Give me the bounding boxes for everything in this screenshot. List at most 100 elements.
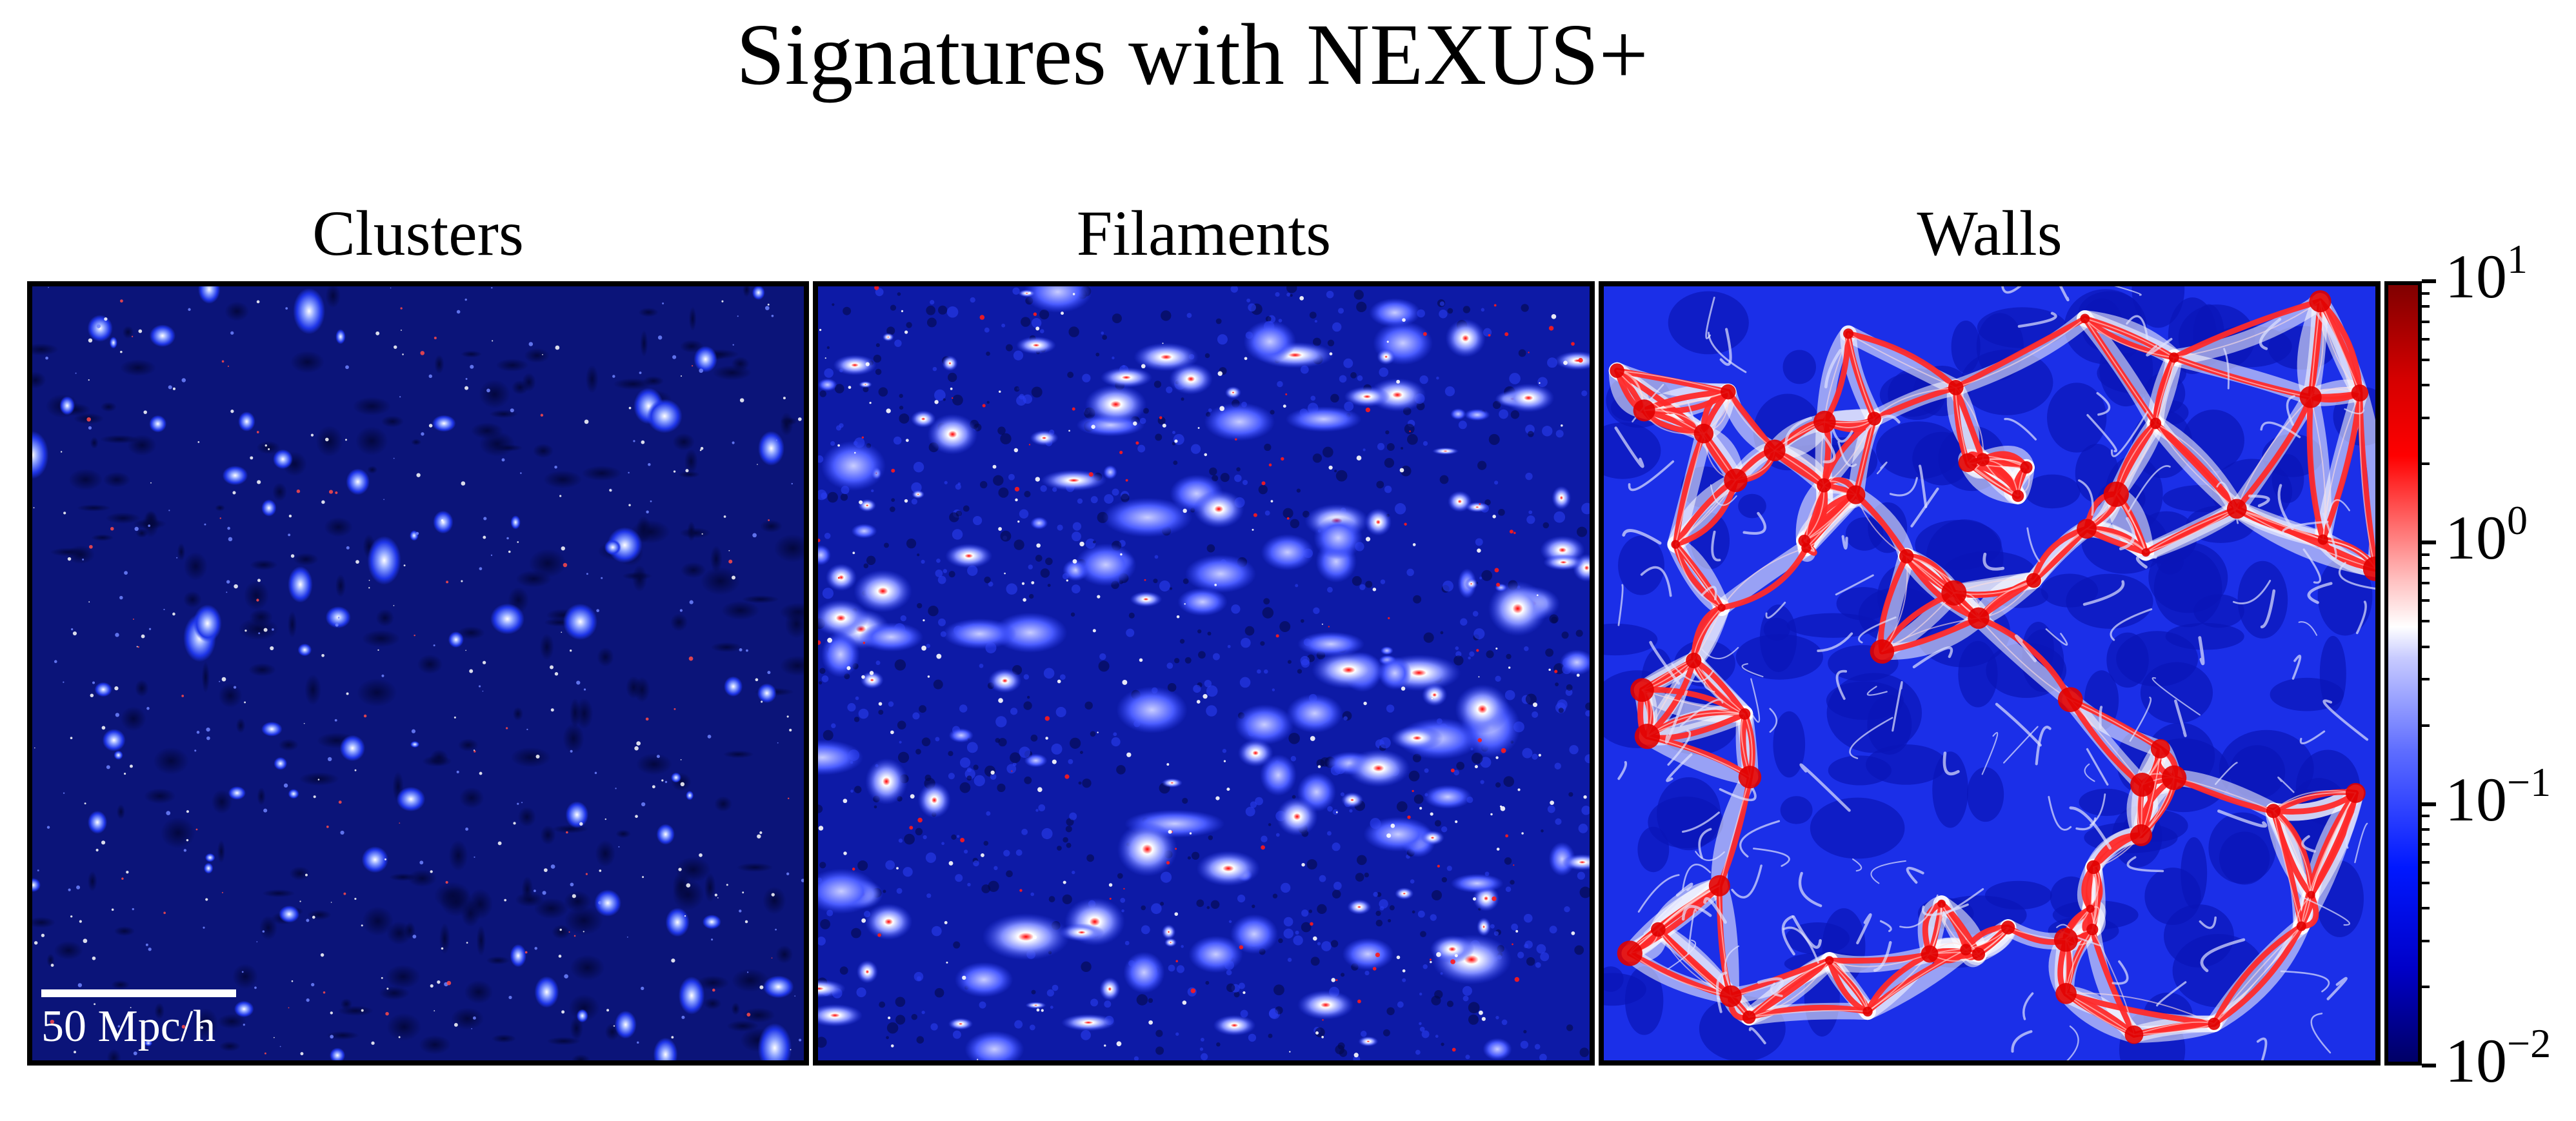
filament-noise	[1423, 441, 1428, 446]
scale-bar	[41, 989, 236, 997]
filament-noise	[1498, 508, 1505, 516]
colorbar-minor-tick	[2422, 678, 2430, 681]
filament-blob	[1450, 408, 1466, 420]
cluster-blob	[396, 786, 426, 812]
void-patch	[305, 674, 321, 706]
filament-noise	[1086, 854, 1094, 862]
filament-noise	[921, 1010, 925, 1015]
cluster-dot	[508, 550, 511, 553]
cluster-dot	[41, 933, 45, 937]
void-patch	[464, 980, 494, 1004]
filament-noise	[1264, 510, 1270, 516]
filament-noise	[1293, 935, 1303, 946]
cluster-dot	[646, 510, 649, 513]
wall-vein	[2322, 512, 2337, 560]
wall-vein	[1750, 678, 1761, 723]
filament-dot	[1162, 423, 1166, 428]
colorbar-minor-tick	[2422, 566, 2430, 570]
void-patch	[193, 1008, 219, 1040]
cluster-dot	[612, 375, 615, 378]
cluster-dot	[628, 504, 631, 506]
cluster-dot	[517, 541, 519, 543]
wall-filament	[1728, 957, 1833, 999]
filament-dot	[1286, 517, 1290, 520]
void-patch	[564, 890, 592, 913]
cluster-dot	[746, 1013, 751, 1017]
colorbar-minor-tick	[2422, 320, 2430, 323]
cluster-dot	[486, 388, 490, 393]
filament-dot	[1328, 465, 1333, 470]
cluster-dot	[163, 608, 165, 611]
filament-noise	[1542, 426, 1553, 437]
filament-dot	[1174, 439, 1178, 443]
filament-noise	[998, 487, 1009, 498]
filament-noise	[1263, 598, 1270, 605]
filament-dot	[948, 860, 954, 866]
filament-dot	[1365, 407, 1371, 413]
wall-vein	[2003, 726, 2039, 764]
filament-noise	[1332, 322, 1342, 332]
filament-dot	[977, 1058, 979, 1060]
wall-vein	[1617, 584, 1624, 626]
wall-vein	[2260, 421, 2301, 439]
void-patch	[177, 542, 186, 561]
cluster-dot	[482, 690, 484, 692]
wall-core	[2145, 508, 2238, 553]
wall-vein	[2099, 706, 2103, 729]
filament-dot	[1477, 738, 1483, 742]
wall-void	[1826, 673, 1922, 753]
filament-noise	[935, 737, 940, 742]
void-patch	[419, 1035, 451, 1055]
filament-blob	[851, 524, 877, 539]
filament-noise	[1006, 764, 1017, 774]
void-patch	[68, 468, 103, 491]
wall-vein	[2199, 916, 2217, 929]
wall-void	[1932, 751, 1968, 828]
filament-dot	[1409, 430, 1411, 432]
filament-dot	[1061, 312, 1064, 315]
cluster-dot	[657, 335, 663, 340]
filament-dot	[1021, 582, 1025, 585]
filament-dot	[1404, 522, 1407, 526]
wall-node	[1958, 453, 1977, 472]
filament-dot	[1365, 537, 1371, 542]
cluster-dot	[88, 379, 90, 381]
filament-noise	[1446, 1000, 1454, 1007]
filament-noise	[818, 681, 823, 685]
filament-noise	[893, 436, 902, 445]
cluster-blob	[297, 643, 312, 657]
wall-vein	[1719, 786, 1757, 802]
wall-filament	[2171, 775, 2277, 814]
wall-vein	[1981, 731, 1999, 775]
filament-noise	[1441, 1042, 1444, 1046]
wall-void	[2193, 594, 2244, 628]
wall-vein	[1852, 858, 1862, 872]
filament-dot	[1402, 318, 1406, 322]
cluster-dot	[256, 599, 259, 602]
cluster-dot	[326, 825, 329, 828]
cluster-dot	[323, 991, 326, 994]
cluster-dot	[701, 533, 703, 535]
filament-noise	[1199, 1047, 1204, 1051]
filament-noise	[1332, 842, 1341, 851]
cluster-dot	[786, 872, 790, 875]
wall-vein	[1921, 903, 1969, 917]
filament-noise	[1545, 648, 1554, 657]
filament-noise	[1283, 928, 1293, 939]
filament-dot	[1321, 623, 1323, 625]
cluster-dot	[124, 773, 126, 775]
filament-noise	[1564, 906, 1570, 913]
filament-noise	[1574, 945, 1584, 955]
cluster-dot	[263, 808, 268, 813]
wall-node	[1948, 380, 1964, 395]
wall-filament	[1746, 957, 1833, 1020]
void-patch	[552, 924, 572, 939]
void-patch	[450, 1007, 484, 1030]
filament-blob	[1380, 646, 1393, 655]
cluster-dot	[306, 918, 310, 922]
filament-noise	[993, 866, 998, 871]
filament-noise	[1030, 734, 1038, 742]
filament-dot	[1494, 568, 1499, 573]
filament-noise	[1286, 292, 1291, 297]
cluster-dot	[129, 764, 133, 768]
